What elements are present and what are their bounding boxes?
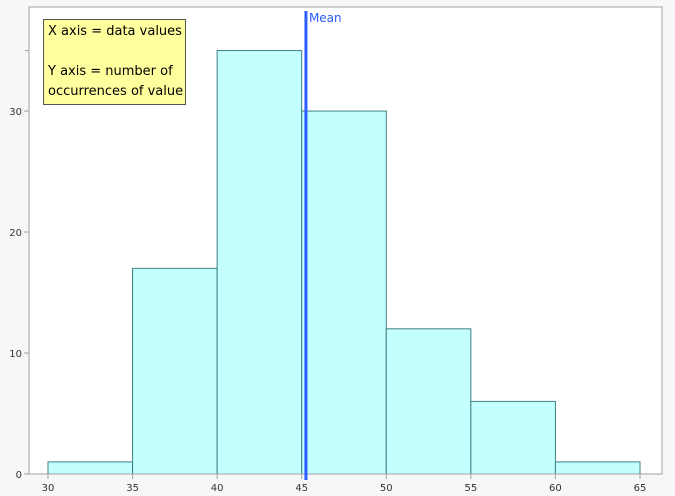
x-tick-label: 50 — [380, 483, 393, 494]
y-tick-label: 10 — [9, 349, 22, 360]
annotation-line: Y axis = number of — [48, 64, 173, 79]
histogram-bar — [301, 110, 387, 475]
x-tick-label: 35 — [126, 483, 139, 494]
histogram-bar — [385, 328, 472, 475]
mean-label: Mean — [309, 11, 342, 25]
x-tick-label: 60 — [549, 483, 562, 494]
histogram-bar — [132, 267, 218, 475]
y-tick-label: 30 — [9, 107, 22, 118]
x-tick-label: 40 — [211, 483, 224, 494]
y-tick-label: 0 — [16, 470, 22, 481]
annotation-line: occurrences of value — [48, 84, 184, 99]
histogram-bar — [470, 400, 556, 475]
annotation-box: X axis = data values Y axis = number of … — [43, 19, 186, 105]
annotation-line: X axis = data values — [48, 24, 182, 39]
x-tick-label: 45 — [295, 483, 308, 494]
y-tick-label: 20 — [9, 228, 22, 239]
annotation-line — [48, 42, 181, 62]
x-tick-label: 65 — [634, 483, 647, 494]
x-tick-label: 30 — [42, 483, 55, 494]
histogram-bar — [47, 461, 134, 475]
histogram-bar — [554, 461, 641, 475]
histogram-bar — [216, 50, 303, 475]
x-tick-label: 55 — [464, 483, 477, 494]
